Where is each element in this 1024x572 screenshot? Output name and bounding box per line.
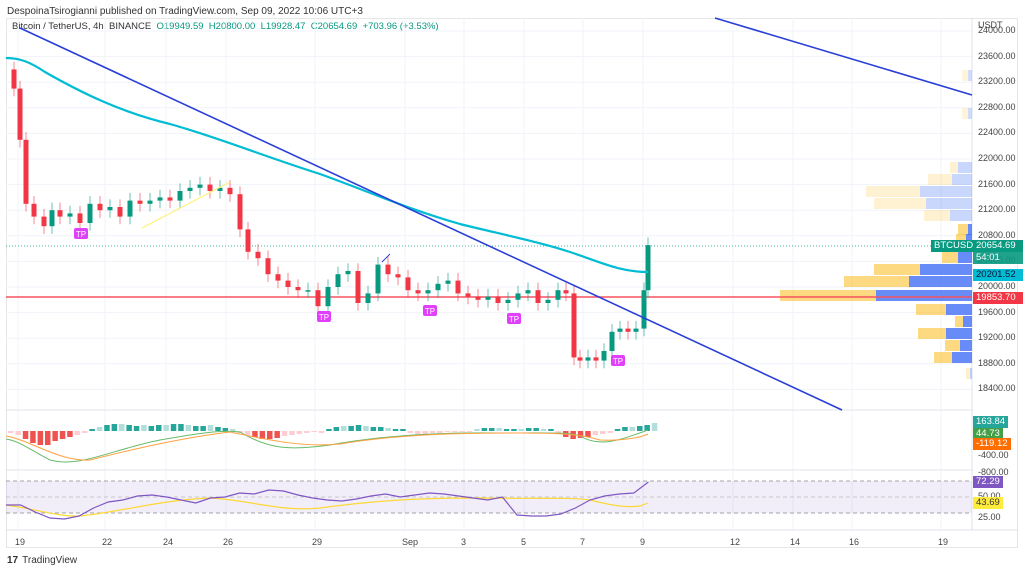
time-tick: 14 <box>790 537 801 547</box>
support-tag: 19853.70 <box>973 292 1023 304</box>
price-tick: 19200.00 <box>978 332 1016 343</box>
high-value: H20800.00 <box>208 21 256 32</box>
price-tick: 18400.00 <box>978 383 1016 394</box>
svg-text:TP: TP <box>509 315 519 324</box>
symbol-legend: Bitcoin / TetherUS, 4h, BINANCE O19949.5… <box>12 21 439 32</box>
time-tick: Sep <box>402 537 419 547</box>
price-tick: 22800.00 <box>978 101 1016 112</box>
macd-axis-800: -800.00 <box>978 467 1009 477</box>
trendline-primary[interactable] <box>19 27 843 411</box>
rsi-axis-25: 25.00 <box>978 512 1001 522</box>
last-price-tag: 20654.69 <box>973 240 1023 252</box>
tp-badge[interactable] <box>611 355 625 366</box>
wedge-line-1 <box>141 181 231 229</box>
countdown-tag: 54:01 <box>973 252 1023 264</box>
macd-axis-400: -400.00 <box>978 450 1009 460</box>
tp-badge[interactable] <box>317 311 331 322</box>
ma-tag: 20201.52 <box>973 269 1023 281</box>
tv-logo-icon: 17 <box>7 555 19 566</box>
price-tick: 20800.00 <box>978 229 1016 240</box>
time-tick: 19 <box>15 537 26 547</box>
axis-currency: USDT <box>978 20 1003 30</box>
price-tick: 21200.00 <box>978 204 1016 215</box>
time-tick: 16 <box>849 537 860 547</box>
time-tick: 19 <box>938 537 949 547</box>
svg-text:TP: TP <box>613 357 623 366</box>
time-tick: 24 <box>163 537 174 547</box>
price-tick: 22400.00 <box>978 127 1016 138</box>
tradingview-logo[interactable]: 17 TradingView <box>7 555 77 566</box>
price-tick: 24000.00 <box>978 25 1016 35</box>
candlesticks <box>11 61 651 369</box>
macd-pane <box>5 423 658 463</box>
volume-profile <box>780 70 972 379</box>
price-tick: 23200.00 <box>978 76 1016 87</box>
change-value: +703.96 (+3.53%) <box>362 21 439 32</box>
time-tick: 3 <box>461 537 467 547</box>
price-tick: 22000.00 <box>978 153 1016 163</box>
price-tick: 21600.00 <box>978 178 1016 189</box>
trendline-secondary[interactable] <box>714 17 973 96</box>
price-tick: 23600.00 <box>978 50 1016 61</box>
wedge-line-2 <box>381 253 391 263</box>
svg-text:TP: TP <box>76 230 86 239</box>
price-tick: 18800.00 <box>978 357 1016 368</box>
brand-name: TradingView <box>22 555 78 566</box>
publisher-line: DespoinaTsirogianni published on Trading… <box>7 6 363 17</box>
price-tick: 20000.00 <box>978 281 1016 291</box>
time-tick: 5 <box>521 537 527 547</box>
macd-hist-tag: 163.84 <box>973 416 1009 428</box>
tp-badge[interactable] <box>507 313 521 324</box>
tp-badge[interactable] <box>74 228 88 239</box>
low-value: L19928.47 <box>260 21 306 32</box>
macd-line-tag: 44.73 <box>973 428 1003 440</box>
time-tick: 22 <box>102 537 113 547</box>
rsi-ma-line <box>5 497 649 517</box>
tp-badge[interactable] <box>423 305 437 316</box>
rsi-ma-tag: 43.69 <box>973 497 1003 509</box>
close-value: C20654.69 <box>310 21 358 32</box>
rsi-line <box>6 481 649 520</box>
symbol-title: Bitcoin / TetherUS, 4h, BINANCE <box>12 21 152 32</box>
moving-average-line[interactable] <box>5 56 649 274</box>
rsi-axis-50: 50.00 <box>978 491 1001 501</box>
price-tick: 19600.00 <box>978 306 1016 317</box>
time-tick: 29 <box>312 537 323 547</box>
time-tick: 26 <box>223 537 234 547</box>
svg-text:TP: TP <box>319 313 329 322</box>
time-tick: 12 <box>730 537 741 547</box>
chart-frame <box>6 18 1018 548</box>
rsi-tag: 72.29 <box>973 476 1003 488</box>
open-value: O19949.59 <box>156 21 204 32</box>
svg-text:TP: TP <box>425 307 435 316</box>
macd-signal-tag: -119.12 <box>973 438 1011 450</box>
time-tick: 9 <box>640 537 646 547</box>
symbol-tag: BTCUSDT <box>931 240 982 252</box>
time-tick: 7 <box>580 537 586 547</box>
